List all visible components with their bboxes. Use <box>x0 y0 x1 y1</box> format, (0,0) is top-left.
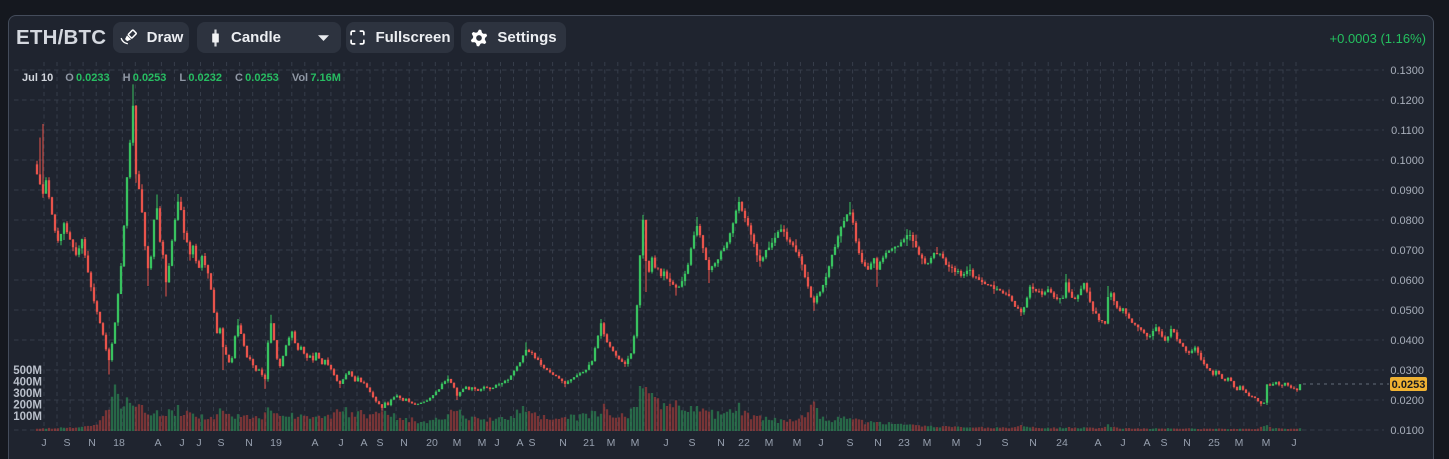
svg-text:S: S <box>1160 437 1167 449</box>
svg-text:100M: 100M <box>13 411 42 423</box>
svg-text:M: M <box>453 437 462 449</box>
svg-text:21: 21 <box>583 437 595 449</box>
svg-text:J: J <box>1120 437 1125 449</box>
svg-text:200M: 200M <box>13 400 42 412</box>
svg-text:M: M <box>631 437 640 449</box>
svg-text:23: 23 <box>898 437 910 449</box>
svg-text:N: N <box>400 437 408 449</box>
svg-text:22: 22 <box>738 437 750 449</box>
svg-text:0.1100: 0.1100 <box>1391 125 1424 137</box>
svg-text:0.1200: 0.1200 <box>1390 95 1424 107</box>
svg-text:J: J <box>663 437 668 449</box>
svg-text:N: N <box>874 437 882 449</box>
svg-text:M: M <box>923 437 932 449</box>
svg-text:0.0253: 0.0253 <box>1392 379 1426 391</box>
svg-text:J: J <box>818 437 823 449</box>
svg-text:J: J <box>494 437 499 449</box>
svg-text:0.0400: 0.0400 <box>1390 335 1424 347</box>
svg-text:M: M <box>1262 437 1271 449</box>
svg-text:N: N <box>1029 437 1037 449</box>
svg-text:S: S <box>688 437 695 449</box>
svg-text:A: A <box>1143 437 1150 449</box>
svg-text:N: N <box>88 437 96 449</box>
svg-text:J: J <box>179 437 184 449</box>
svg-text:J: J <box>196 437 201 449</box>
svg-text:0.1000: 0.1000 <box>1390 155 1424 167</box>
svg-text:N: N <box>1183 437 1191 449</box>
svg-text:0.0700: 0.0700 <box>1390 245 1424 257</box>
svg-text:S: S <box>217 437 224 449</box>
svg-text:0.1300: 0.1300 <box>1390 65 1424 77</box>
svg-text:0.0500: 0.0500 <box>1390 305 1424 317</box>
svg-text:A: A <box>516 437 523 449</box>
svg-text:M: M <box>952 437 961 449</box>
svg-text:M: M <box>1235 437 1244 449</box>
svg-text:S: S <box>846 437 853 449</box>
svg-text:20: 20 <box>426 437 438 449</box>
svg-text:0.0300: 0.0300 <box>1390 365 1424 377</box>
svg-text:S: S <box>1001 437 1008 449</box>
svg-text:N: N <box>717 437 725 449</box>
svg-text:0.0100: 0.0100 <box>1390 425 1424 437</box>
svg-text:18: 18 <box>113 437 125 449</box>
svg-text:300M: 300M <box>13 388 42 400</box>
svg-text:M: M <box>765 437 774 449</box>
svg-text:N: N <box>559 437 567 449</box>
svg-text:0.0200: 0.0200 <box>1390 395 1424 407</box>
svg-text:M: M <box>607 437 616 449</box>
svg-text:500M: 500M <box>13 365 42 377</box>
svg-text:0.0600: 0.0600 <box>1390 275 1424 287</box>
svg-text:S: S <box>63 437 70 449</box>
svg-text:A: A <box>1094 437 1101 449</box>
svg-text:A: A <box>311 437 318 449</box>
svg-text:A: A <box>154 437 161 449</box>
svg-text:J: J <box>41 437 46 449</box>
svg-text:S: S <box>376 437 383 449</box>
svg-text:J: J <box>1291 437 1296 449</box>
svg-text:M: M <box>793 437 802 449</box>
svg-text:N: N <box>245 437 253 449</box>
svg-text:J: J <box>338 437 343 449</box>
svg-text:19: 19 <box>270 437 282 449</box>
svg-text:25: 25 <box>1208 437 1220 449</box>
svg-text:S: S <box>528 437 535 449</box>
svg-text:0.0900: 0.0900 <box>1390 185 1424 197</box>
svg-text:400M: 400M <box>13 377 42 389</box>
svg-text:24: 24 <box>1056 437 1068 449</box>
svg-text:0.0800: 0.0800 <box>1390 215 1424 227</box>
svg-text:M: M <box>478 437 487 449</box>
svg-text:A: A <box>360 437 367 449</box>
svg-text:J: J <box>976 437 981 449</box>
